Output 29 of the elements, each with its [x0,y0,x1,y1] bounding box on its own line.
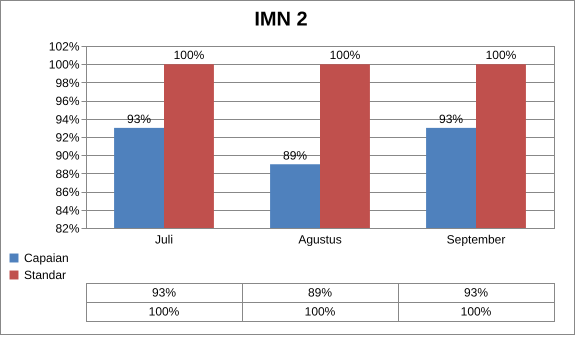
data-label: 100% [304,304,336,318]
data-label: 93% [464,286,488,300]
y-tick-label: 100% [48,58,80,72]
data-label: 89% [308,286,332,300]
text: 100% [486,48,516,62]
y-tick-label: 98% [55,76,80,90]
y-tick-label: 96% [55,94,80,108]
y-tick-label: 84% [55,203,80,218]
data-label: 100% [148,304,180,318]
legend-label: Capaian [24,251,69,265]
data-label: 93% [152,286,176,300]
text: 100% [174,48,204,62]
text: 100% [330,48,360,62]
text: 89% [283,148,308,162]
x-tick-label: Agustus [298,232,342,246]
x-tick-label: September [446,232,506,246]
y-tick-label: 88% [55,166,80,181]
x-tick-label: Juli [154,232,174,246]
y-tick-label: 102% [48,40,80,54]
text: 93% [439,112,464,126]
y-tick-label: 94% [55,112,80,126]
y-tick-label: 92% [55,130,80,144]
legend-label: Standar [24,268,66,282]
data-label: 100% [460,304,492,318]
y-tick-label: 86% [55,185,80,200]
chart-title: IMN 2 [254,8,308,30]
text: 93% [127,112,152,126]
y-tick-label: 82% [55,222,80,236]
y-tick-label: 90% [55,148,80,163]
